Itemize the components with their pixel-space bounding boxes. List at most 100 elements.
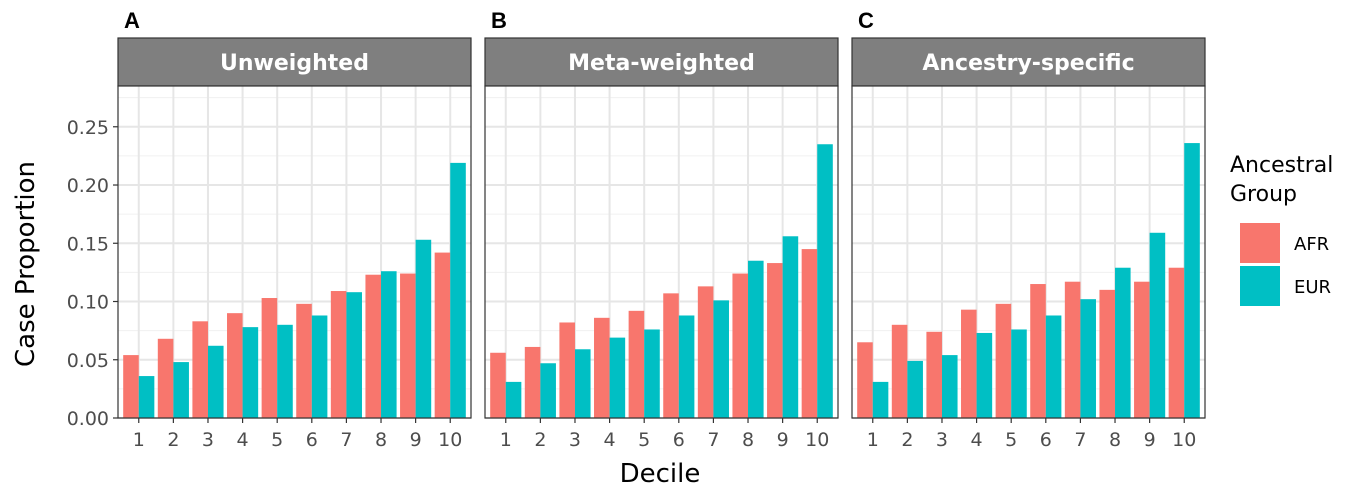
- x-tick-label: 3: [569, 429, 581, 451]
- bar-eur: [907, 360, 923, 418]
- y-axis-title: Case Proportion: [11, 161, 41, 367]
- bar-eur: [1080, 299, 1096, 418]
- x-tick-label: 4: [237, 429, 249, 451]
- bar-eur: [748, 260, 764, 418]
- bar-afr: [732, 273, 749, 418]
- bar-eur: [173, 362, 189, 418]
- x-tick-label: 8: [1109, 429, 1121, 451]
- bar-afr: [663, 293, 679, 418]
- y-tick-label: 0.20: [67, 175, 109, 197]
- panel-border: [117, 85, 472, 419]
- x-tick-label: 3: [202, 429, 214, 451]
- y-axis: 0.00 0.05 0.10 0.15 0.20 0.25: [67, 117, 118, 430]
- bar-eur: [1045, 315, 1062, 418]
- bar-eur: [1115, 267, 1131, 418]
- x-tick-label: 2: [901, 429, 913, 451]
- bar-eur: [138, 376, 155, 418]
- bar-afr: [559, 322, 575, 418]
- bar-afr: [857, 342, 873, 418]
- x-tick-label: 2: [167, 429, 179, 451]
- bar-eur: [381, 271, 397, 418]
- bar-eur: [277, 324, 293, 418]
- panel-border: [851, 85, 1206, 419]
- facet-strip-label: Unweighted: [220, 51, 369, 76]
- panel-letter: B: [491, 8, 507, 33]
- x-tick-label: 6: [1040, 429, 1052, 451]
- bar-eur: [415, 239, 432, 418]
- bar-afr: [261, 298, 278, 418]
- legend-label: EUR: [1294, 277, 1331, 298]
- x-axis: 1 2 3 4 5 6 7 8 9 10: [867, 418, 1196, 451]
- bar-afr: [434, 252, 451, 418]
- bar-eur: [540, 363, 556, 418]
- x-tick-label: 1: [500, 429, 512, 451]
- legend-label: AFR: [1294, 234, 1329, 255]
- bar-eur: [1149, 232, 1166, 418]
- x-tick-label: 7: [1074, 429, 1086, 451]
- facet-strip-label: Meta-weighted: [568, 51, 755, 76]
- bar-eur: [941, 355, 958, 418]
- panel-border: [484, 85, 839, 419]
- bar-eur: [609, 337, 626, 418]
- bar-afr: [961, 309, 977, 418]
- panel-letter: A: [124, 8, 140, 33]
- y-tick-label: 0.05: [67, 350, 109, 372]
- bar-afr: [365, 274, 382, 418]
- bar-afr: [400, 273, 416, 418]
- bar-afr: [767, 263, 783, 418]
- bar-afr: [330, 291, 347, 418]
- bar-afr: [157, 338, 174, 418]
- x-tick-label: 4: [604, 429, 616, 451]
- legend-title: Ancestral: [1230, 153, 1333, 178]
- legend-key-afr: [1240, 223, 1280, 263]
- y-tick-label: 0.15: [67, 233, 109, 255]
- x-tick-label: 3: [936, 429, 948, 451]
- x-tick-label: 6: [673, 429, 685, 451]
- bar-afr: [1064, 281, 1081, 418]
- x-tick-label: 8: [742, 429, 754, 451]
- bar-eur: [1184, 143, 1200, 419]
- facet-strip: [484, 37, 839, 87]
- bar-afr: [1030, 284, 1046, 418]
- x-tick-label: 10: [805, 429, 829, 451]
- bar-afr: [891, 324, 908, 418]
- facet-strip: [851, 37, 1206, 87]
- bar-eur: [976, 332, 993, 418]
- bar-afr: [801, 249, 818, 418]
- bar-afr: [926, 331, 942, 418]
- bar-eur: [782, 236, 799, 418]
- facet-strip-label: Ancestry-specific: [922, 51, 1134, 76]
- x-tick-label: 8: [375, 429, 387, 451]
- x-tick-label: 9: [777, 429, 789, 451]
- bars: [123, 162, 466, 418]
- bar-eur: [678, 315, 695, 418]
- x-tick-label: 6: [306, 429, 318, 451]
- bar-afr: [490, 352, 506, 418]
- bar-afr: [1168, 267, 1185, 418]
- bar-eur: [450, 162, 466, 418]
- x-tick-label: 4: [971, 429, 983, 451]
- bar-afr: [594, 317, 610, 418]
- bar-eur: [872, 381, 889, 418]
- x-tick-label: 5: [1005, 429, 1017, 451]
- x-axis: 1 2 3 4 5 6 7 8 9 10: [500, 418, 829, 451]
- bars: [490, 144, 833, 419]
- bar-afr: [192, 321, 208, 418]
- x-tick-label: 9: [1144, 429, 1156, 451]
- x-tick-label: 5: [638, 429, 650, 451]
- x-tick-label: 1: [133, 429, 145, 451]
- x-tick-label: 1: [867, 429, 879, 451]
- bar-afr: [995, 303, 1012, 418]
- y-tick-label: 0.10: [67, 292, 109, 314]
- bar-eur: [505, 381, 522, 418]
- legend-title: Group: [1230, 182, 1297, 207]
- bar-eur: [346, 292, 362, 418]
- x-tick-label: 10: [1172, 429, 1196, 451]
- x-tick-label: 7: [340, 429, 352, 451]
- legend-key-eur: [1240, 266, 1280, 306]
- bar-afr: [524, 346, 541, 418]
- bar-eur: [1011, 329, 1027, 418]
